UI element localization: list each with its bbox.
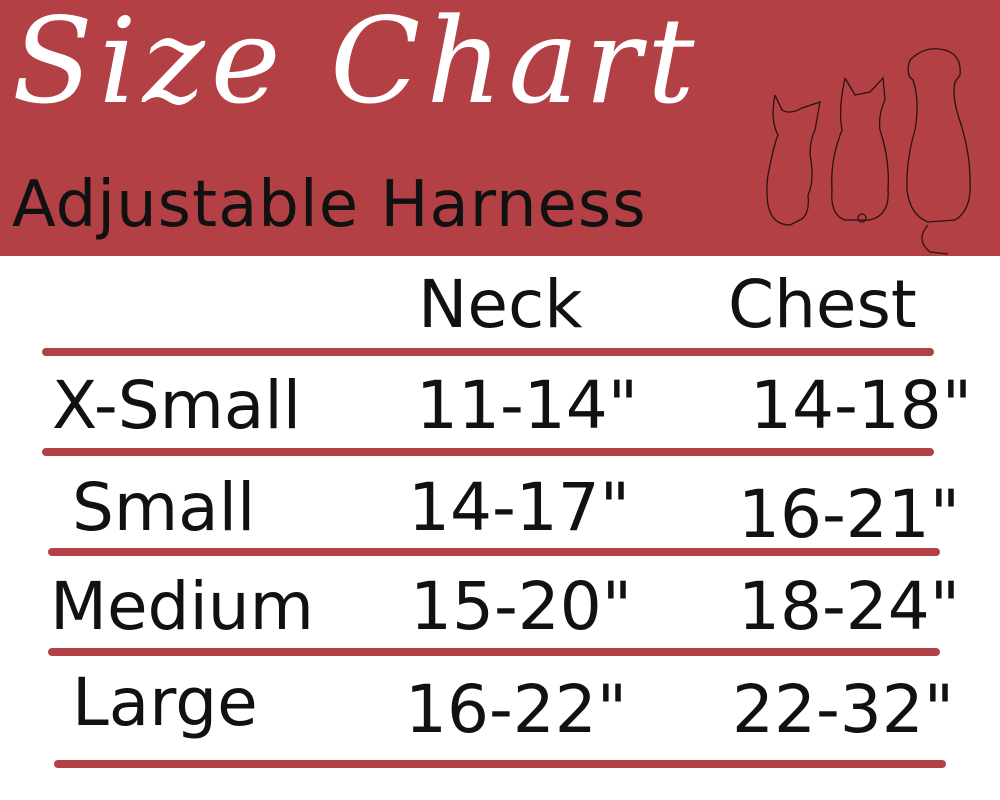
divider <box>42 348 934 356</box>
header-banner: Size Chart Adjustable Harness <box>0 0 1000 256</box>
row-size-label: Large <box>72 664 258 741</box>
divider <box>54 760 946 768</box>
row-size-label: Medium <box>50 568 314 645</box>
divider <box>48 548 940 556</box>
row-chest-value: 14-18" <box>750 367 973 444</box>
row-neck-value: 16-22" <box>405 671 628 748</box>
row-neck-value: 15-20" <box>410 568 633 645</box>
page-subtitle: Adjustable Harness <box>12 168 647 242</box>
page-title: Size Chart <box>12 0 701 130</box>
column-header-chest: Chest <box>728 266 917 343</box>
row-neck-value: 14-17" <box>408 469 631 546</box>
pets-illustration-icon <box>766 48 971 255</box>
row-chest-value: 16-21" <box>738 476 961 553</box>
medium-cat-outline <box>831 76 889 221</box>
divider <box>48 648 940 656</box>
small-cat-outline <box>766 94 821 226</box>
column-header-neck: Neck <box>418 266 583 343</box>
dog-outline <box>906 48 971 255</box>
row-size-label: X-Small <box>52 367 302 444</box>
row-neck-value: 11-14" <box>416 367 639 444</box>
row-chest-value: 18-24" <box>738 568 961 645</box>
row-size-label: Small <box>72 469 256 546</box>
row-chest-value: 22-32" <box>732 671 955 748</box>
divider <box>42 448 934 456</box>
